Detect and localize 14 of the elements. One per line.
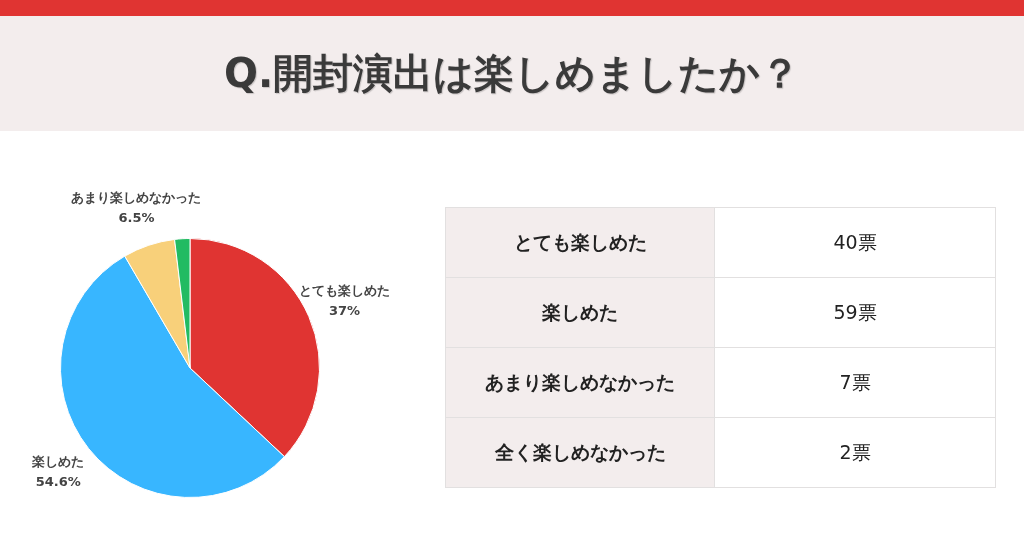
category-label: 楽しめた (445, 277, 715, 348)
data-label: 6.5% (118, 209, 155, 225)
category-label: 全く楽しめなかった (445, 417, 715, 488)
slice-label: あまり楽しめなかった (71, 189, 202, 205)
data-label: 7票 (714, 347, 996, 418)
data-label: 54.6% (35, 474, 81, 490)
data-label: 2票 (714, 417, 996, 488)
data-label: 59票 (714, 277, 996, 348)
category-label: とても楽しめた (445, 207, 715, 278)
data-label: 40票 (714, 207, 996, 278)
category-label: あまり楽しめなかった (445, 347, 715, 418)
slice-label: 楽しめた (31, 454, 85, 470)
data-label: 37% (328, 302, 361, 318)
slice-label: とても楽しめた (299, 282, 390, 298)
